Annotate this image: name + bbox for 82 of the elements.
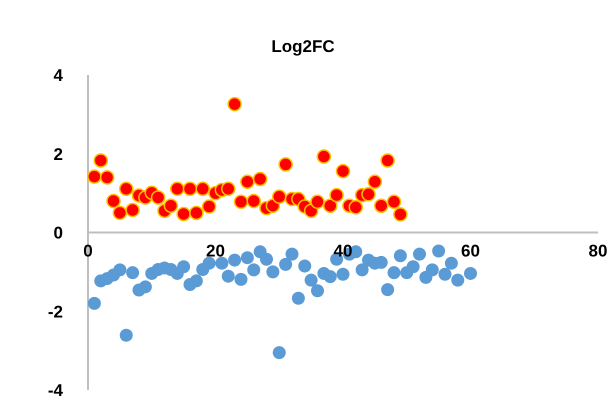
point — [380, 153, 395, 168]
point — [393, 207, 408, 222]
point — [279, 258, 292, 271]
point — [120, 328, 133, 342]
point — [310, 194, 325, 210]
point — [336, 268, 350, 281]
point — [87, 169, 102, 184]
point — [247, 263, 260, 276]
point — [176, 206, 191, 222]
point — [266, 265, 280, 278]
point — [438, 268, 452, 281]
point — [464, 266, 477, 280]
point — [228, 254, 242, 267]
point — [240, 174, 255, 189]
x-tick-label: 60 — [461, 242, 480, 260]
point — [182, 182, 198, 196]
point — [227, 96, 242, 112]
point — [88, 296, 101, 310]
point — [202, 256, 216, 270]
point — [432, 244, 446, 258]
point — [252, 172, 268, 186]
point — [381, 283, 394, 296]
point — [106, 194, 121, 208]
point — [215, 256, 228, 270]
point — [234, 272, 248, 286]
point — [260, 252, 273, 266]
point — [368, 174, 382, 189]
point — [113, 263, 126, 276]
point — [240, 251, 254, 264]
point — [150, 190, 166, 205]
point — [112, 206, 128, 220]
point — [316, 149, 332, 164]
point — [406, 260, 420, 274]
point — [234, 194, 248, 210]
point — [298, 259, 312, 272]
point — [138, 280, 152, 294]
point — [221, 182, 236, 196]
point — [426, 263, 439, 276]
point — [444, 256, 458, 270]
point — [272, 189, 286, 204]
y-tick-label: -4 — [48, 381, 64, 400]
point — [304, 274, 318, 287]
point — [196, 182, 210, 196]
chart-title: Log2FC — [271, 37, 335, 56]
point — [323, 198, 338, 213]
point — [292, 292, 305, 305]
point — [336, 164, 350, 178]
point — [388, 266, 400, 280]
point — [246, 194, 261, 208]
point — [164, 198, 178, 213]
point — [177, 260, 190, 274]
x-tick-label: 20 — [206, 242, 225, 260]
point — [126, 266, 140, 280]
point — [324, 270, 337, 284]
point — [413, 248, 426, 261]
point — [94, 153, 108, 168]
point — [278, 157, 293, 172]
y-tick-label: 0 — [54, 224, 63, 242]
point — [361, 187, 376, 202]
point — [190, 274, 203, 288]
x-tick-label: 80 — [588, 242, 608, 260]
point — [202, 199, 216, 214]
point — [311, 284, 324, 298]
y-tick-label: -2 — [48, 302, 63, 322]
point — [119, 182, 134, 196]
point — [189, 206, 204, 220]
point — [386, 194, 402, 210]
point — [394, 249, 407, 262]
point — [272, 346, 286, 360]
point — [451, 274, 464, 287]
point — [286, 248, 298, 261]
point — [222, 270, 235, 283]
x-tick-label: 0 — [83, 242, 93, 260]
point — [348, 200, 363, 215]
point — [374, 198, 388, 213]
point — [329, 188, 344, 202]
y-tick-label: 2 — [54, 144, 63, 164]
point — [125, 202, 140, 218]
point — [356, 263, 369, 276]
point — [100, 170, 114, 185]
y-tick-label: 4 — [54, 66, 64, 85]
point — [170, 182, 184, 196]
